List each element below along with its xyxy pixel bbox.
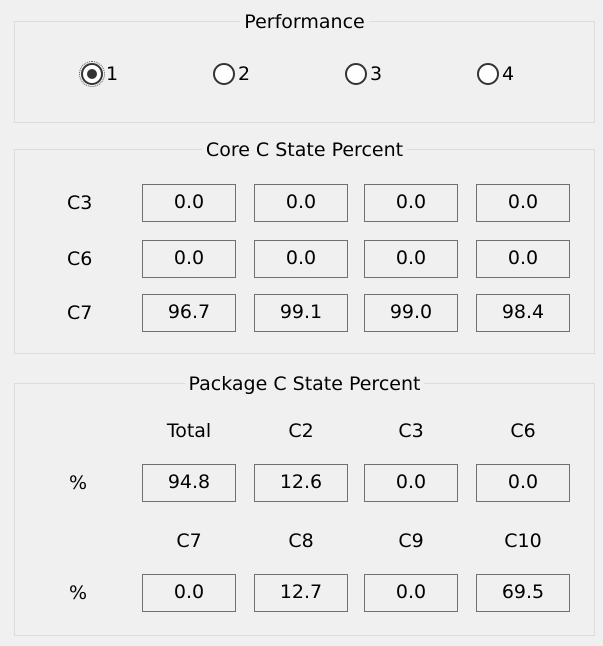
core-c7-field-3: 99.0 xyxy=(364,294,458,332)
performance-radio-2-label: 2 xyxy=(238,63,251,85)
package-row-label-2: % xyxy=(69,582,88,604)
package-header-total: Total xyxy=(166,420,212,442)
package-total-field: 94.8 xyxy=(142,464,236,502)
core-c6-field-3: 0.0 xyxy=(364,240,458,278)
performance-radio-4[interactable]: 4 xyxy=(477,62,514,86)
core-c7-field-2: 99.1 xyxy=(254,294,348,332)
performance-title: Performance xyxy=(240,11,369,33)
package-row-label-1: % xyxy=(69,472,88,494)
core-c6-field-4: 0.0 xyxy=(476,240,570,278)
package-c10-field: 69.5 xyxy=(476,574,570,612)
core-c3-field-3: 0.0 xyxy=(364,184,458,222)
performance-radio-3-label: 3 xyxy=(370,63,383,85)
performance-radio-4-label: 4 xyxy=(502,63,515,85)
core-c3-field-4: 0.0 xyxy=(476,184,570,222)
package-header-c10: C10 xyxy=(504,530,542,552)
package-c3-field: 0.0 xyxy=(364,464,458,502)
core-row-label-c3: C3 xyxy=(67,192,93,214)
core-c7-field-4: 98.4 xyxy=(476,294,570,332)
package-header-c2: C2 xyxy=(288,420,314,442)
performance-radio-3[interactable]: 3 xyxy=(345,62,382,86)
package-header-c9: C9 xyxy=(398,530,424,552)
package-c7-field: 0.0 xyxy=(142,574,236,612)
package-header-c7: C7 xyxy=(176,530,202,552)
core-row-label-c6: C6 xyxy=(67,248,93,270)
package-header-c8: C8 xyxy=(288,530,314,552)
performance-radio-1-label: 1 xyxy=(106,63,119,85)
core-c6-field-2: 0.0 xyxy=(254,240,348,278)
radio-circle-icon xyxy=(477,63,499,85)
package-header-c3: C3 xyxy=(398,420,424,442)
core-c3-field-1: 0.0 xyxy=(142,184,236,222)
performance-radio-1[interactable]: 1 xyxy=(79,61,119,87)
package-c9-field: 0.0 xyxy=(364,574,458,612)
package-c8-field: 12.7 xyxy=(254,574,348,612)
core-c6-field-1: 0.0 xyxy=(142,240,236,278)
core-row-label-c7: C7 xyxy=(67,302,93,324)
core-c3-field-2: 0.0 xyxy=(254,184,348,222)
package-cstate-title: Package C State Percent xyxy=(184,373,425,395)
radio-circle-icon xyxy=(79,61,105,87)
core-cstate-title: Core C State Percent xyxy=(201,139,408,161)
package-c2-field: 12.6 xyxy=(254,464,348,502)
performance-radio-2[interactable]: 2 xyxy=(213,62,250,86)
radio-circle-icon xyxy=(213,63,235,85)
radio-circle-icon xyxy=(345,63,367,85)
package-header-c6: C6 xyxy=(510,420,536,442)
package-c6-field: 0.0 xyxy=(476,464,570,502)
core-c7-field-1: 96.7 xyxy=(142,294,236,332)
